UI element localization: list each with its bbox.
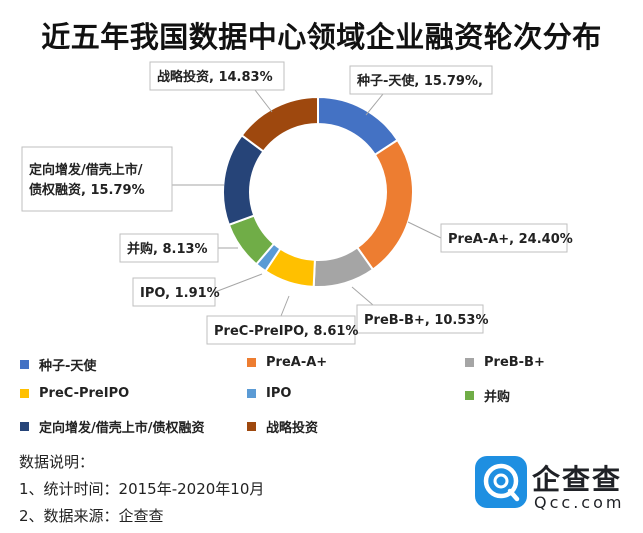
legend-item-8: 战略投资 — [247, 417, 318, 436]
legend-item-7: 定向增发/借壳上市/债权融资 — [20, 417, 205, 436]
donut-slices — [222, 95, 414, 288]
legend-label: IPO — [266, 386, 292, 401]
brand-logo: 企查查 Qcc.com — [474, 455, 624, 515]
data-label-6: 并购, 8.13% — [127, 241, 208, 257]
legend-swatch — [20, 389, 29, 398]
legend-item-1: 种子-天使 — [20, 355, 96, 374]
data-label-8: 战略投资, 14.83% — [157, 69, 273, 85]
slice-7 — [222, 133, 265, 227]
leader-lines — [172, 89, 442, 317]
data-label-box-7 — [21, 146, 173, 212]
slice-8 — [240, 95, 319, 153]
legend-item-2: PreA-A+ — [247, 355, 327, 370]
brand-name: 企查查 — [532, 463, 623, 496]
leader-line-5 — [214, 273, 263, 293]
data-label-3: PreB-B+, 10.53% — [364, 313, 488, 328]
legend-label: PreC-PreIPO — [39, 386, 130, 401]
legend-swatch — [247, 358, 256, 367]
legend-label: 定向增发/借壳上市/债权融资 — [39, 421, 205, 436]
data-label-box-3 — [356, 304, 484, 334]
notes-line-time: 1、统计时间：2015年-2020年10月 — [19, 480, 265, 498]
legend-label: PreA-A+ — [266, 355, 328, 370]
notes-line-source: 2、数据来源：企查查 — [19, 507, 164, 525]
legend-swatch — [465, 358, 474, 367]
slice-1 — [317, 95, 399, 157]
slice-2 — [355, 138, 414, 271]
leader-line-4 — [280, 295, 290, 317]
notes-heading: 数据说明： — [19, 453, 95, 471]
leader-line-8 — [254, 89, 273, 113]
data-label-box-2 — [440, 223, 568, 253]
legend-item-6: 并购 — [465, 386, 510, 405]
leader-line-2 — [407, 221, 442, 239]
data-label-box-8 — [149, 61, 285, 91]
legend-label: 战略投资 — [266, 421, 319, 436]
data-label-box-1 — [349, 65, 493, 95]
leader-line-1 — [365, 93, 384, 116]
data-label-box-6 — [119, 233, 219, 263]
leader-line-3 — [351, 286, 374, 306]
data-label-7-line-2: 债权融资, 15.79% — [29, 182, 145, 198]
data-labels: 种子-天使, 15.79%, PreA-A+, 24.40% PreB-B+, 10… — [21, 61, 573, 345]
data-label-7-line-1: 定向增发/借壳上市/ — [28, 162, 143, 178]
legend-swatch — [465, 391, 474, 400]
legend-label: 种子-天使 — [39, 359, 97, 374]
legend-swatch — [20, 360, 29, 369]
brand-url: Qcc.com — [534, 493, 625, 512]
chart-title: 近五年我国数据中心领域企业融资轮次分布 — [41, 20, 602, 54]
legend-label: PreB-B+ — [484, 355, 545, 370]
legend-swatch — [247, 422, 256, 431]
data-label-4: PreC-PreIPO, 8.61% — [214, 324, 358, 339]
data-label-1: 种子-天使, 15.79%, — [356, 73, 483, 89]
data-label-2: PreA-A+, 24.40% — [448, 232, 573, 247]
legend-swatch — [247, 389, 256, 398]
legend-swatch — [20, 422, 29, 431]
data-label-5: IPO, 1.91% — [140, 286, 220, 301]
legend-item-3: PreB-B+ — [465, 355, 545, 370]
qcc-logo-icon — [475, 456, 527, 508]
data-notes: 数据说明： 1、统计时间：2015年-2020年10月 2、数据来源：企查查 — [19, 449, 264, 530]
legend-item-5: IPO — [247, 386, 291, 401]
legend-label: 并购 — [484, 390, 511, 405]
data-label-box-5 — [132, 277, 216, 307]
legend-item-4: PreC-PreIPO — [20, 386, 129, 401]
data-label-box-4 — [206, 315, 356, 345]
